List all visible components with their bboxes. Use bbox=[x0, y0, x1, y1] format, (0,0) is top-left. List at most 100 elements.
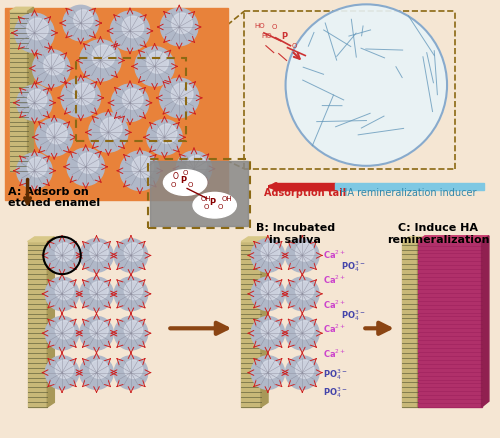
Polygon shape bbox=[418, 237, 424, 407]
Polygon shape bbox=[335, 183, 484, 191]
Text: O: O bbox=[204, 204, 209, 210]
Polygon shape bbox=[418, 236, 489, 242]
Text: O: O bbox=[182, 170, 188, 176]
Circle shape bbox=[80, 277, 113, 311]
Text: B: Incubated
in saliva: B: Incubated in saliva bbox=[256, 223, 335, 244]
Polygon shape bbox=[274, 183, 335, 191]
Circle shape bbox=[61, 78, 100, 117]
Circle shape bbox=[251, 356, 284, 389]
Polygon shape bbox=[10, 11, 28, 171]
Circle shape bbox=[114, 356, 148, 389]
Circle shape bbox=[120, 151, 160, 191]
Polygon shape bbox=[28, 237, 54, 242]
Text: O: O bbox=[188, 181, 194, 187]
Circle shape bbox=[158, 124, 177, 144]
Circle shape bbox=[172, 13, 192, 34]
Text: OH: OH bbox=[222, 196, 232, 202]
Circle shape bbox=[296, 360, 314, 378]
Circle shape bbox=[124, 243, 142, 261]
Circle shape bbox=[132, 156, 154, 178]
Circle shape bbox=[124, 281, 142, 300]
Circle shape bbox=[80, 40, 121, 81]
Circle shape bbox=[286, 356, 319, 389]
Circle shape bbox=[261, 243, 280, 261]
Circle shape bbox=[36, 119, 73, 156]
Text: Ca$^{2+}$: Ca$^{2+}$ bbox=[323, 274, 346, 286]
Circle shape bbox=[46, 123, 68, 144]
Circle shape bbox=[80, 317, 113, 350]
Circle shape bbox=[286, 4, 447, 166]
Text: O: O bbox=[218, 204, 223, 210]
Text: Adsorption tail: Adsorption tail bbox=[264, 188, 346, 198]
Circle shape bbox=[92, 45, 115, 68]
Circle shape bbox=[114, 239, 148, 272]
Text: OH: OH bbox=[201, 196, 211, 202]
Text: P: P bbox=[282, 32, 288, 41]
Circle shape bbox=[187, 155, 206, 175]
Text: Ca$^{2+}$: Ca$^{2+}$ bbox=[323, 298, 346, 311]
Circle shape bbox=[146, 120, 182, 155]
Circle shape bbox=[28, 157, 47, 177]
Polygon shape bbox=[482, 236, 489, 407]
Ellipse shape bbox=[164, 170, 207, 195]
Circle shape bbox=[90, 281, 108, 300]
Circle shape bbox=[122, 16, 144, 38]
Circle shape bbox=[15, 13, 54, 53]
Polygon shape bbox=[242, 237, 268, 242]
Ellipse shape bbox=[193, 192, 236, 218]
Circle shape bbox=[296, 281, 314, 300]
Circle shape bbox=[146, 52, 169, 73]
Polygon shape bbox=[150, 161, 248, 226]
Polygon shape bbox=[402, 242, 417, 407]
Circle shape bbox=[251, 239, 284, 272]
Circle shape bbox=[112, 84, 148, 121]
Circle shape bbox=[286, 239, 319, 272]
Text: Ca$^{2+}$: Ca$^{2+}$ bbox=[323, 347, 346, 360]
Polygon shape bbox=[418, 242, 482, 407]
Text: PO$_4^{3-}$: PO$_4^{3-}$ bbox=[340, 259, 365, 274]
Polygon shape bbox=[28, 242, 48, 407]
Text: PO$_4^{3-}$: PO$_4^{3-}$ bbox=[323, 367, 347, 382]
Circle shape bbox=[73, 83, 94, 105]
Circle shape bbox=[88, 113, 128, 152]
Text: PO$_4^{3-}$: PO$_4^{3-}$ bbox=[340, 308, 365, 323]
Circle shape bbox=[32, 49, 70, 87]
Circle shape bbox=[56, 243, 74, 261]
Polygon shape bbox=[242, 242, 261, 407]
Text: HO: HO bbox=[261, 33, 272, 39]
Circle shape bbox=[114, 317, 148, 350]
Circle shape bbox=[172, 83, 193, 105]
Circle shape bbox=[251, 317, 284, 350]
Circle shape bbox=[286, 317, 319, 350]
Circle shape bbox=[124, 360, 142, 378]
Polygon shape bbox=[48, 237, 54, 407]
Text: C: Induce HA
remineralization: C: Induce HA remineralization bbox=[387, 223, 490, 244]
Circle shape bbox=[135, 47, 174, 86]
Circle shape bbox=[110, 11, 150, 51]
Circle shape bbox=[251, 277, 284, 311]
Circle shape bbox=[296, 321, 314, 339]
Circle shape bbox=[26, 18, 48, 40]
Text: O: O bbox=[272, 24, 277, 30]
Polygon shape bbox=[402, 237, 424, 242]
Circle shape bbox=[80, 239, 113, 272]
Circle shape bbox=[124, 321, 142, 339]
Circle shape bbox=[261, 360, 280, 378]
Circle shape bbox=[160, 78, 199, 117]
Text: HO: HO bbox=[254, 23, 264, 29]
Text: Ca$^{2+}$: Ca$^{2+}$ bbox=[323, 323, 346, 335]
Circle shape bbox=[56, 281, 74, 300]
Text: A: Adsorb on
etched enamel: A: Adsorb on etched enamel bbox=[8, 187, 100, 208]
Text: O: O bbox=[172, 172, 178, 180]
Circle shape bbox=[296, 243, 314, 261]
Circle shape bbox=[46, 277, 79, 311]
Polygon shape bbox=[261, 237, 268, 407]
Circle shape bbox=[100, 117, 122, 139]
Circle shape bbox=[176, 151, 212, 187]
Circle shape bbox=[286, 277, 319, 311]
Circle shape bbox=[67, 148, 104, 186]
Circle shape bbox=[160, 8, 198, 46]
Polygon shape bbox=[10, 7, 34, 11]
Circle shape bbox=[28, 89, 47, 109]
Circle shape bbox=[46, 317, 79, 350]
